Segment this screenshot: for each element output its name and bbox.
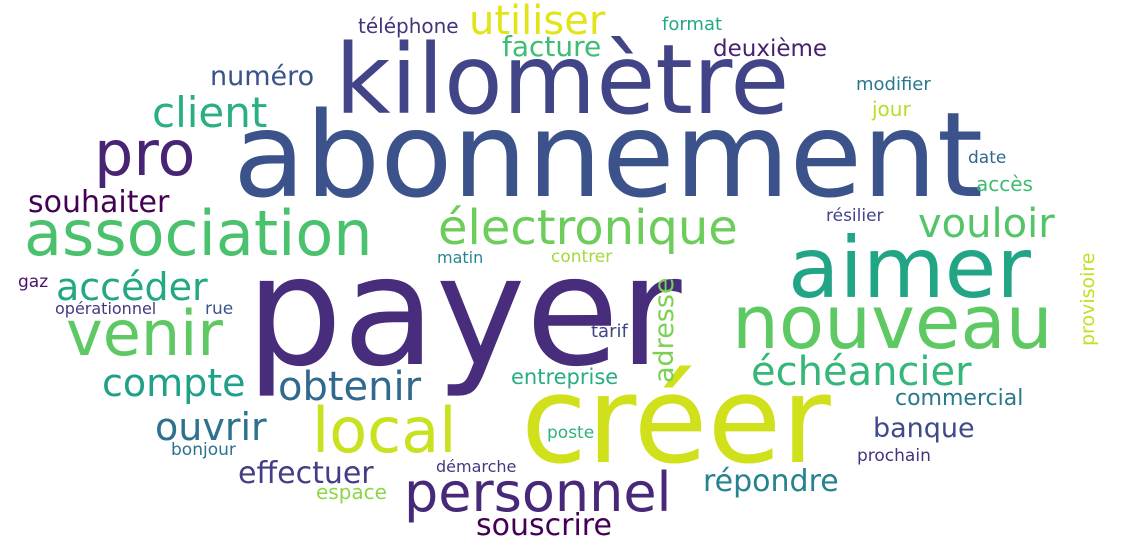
word-abonnement: abonnement <box>233 86 984 224</box>
word-banque: banque <box>873 413 975 444</box>
word-gaz: gaz <box>18 272 49 292</box>
word-modifier: modifier <box>856 74 931 95</box>
word-personnel: personnel <box>404 461 672 524</box>
word-operationnel: opérationnel <box>55 299 157 318</box>
word-entreprise: entreprise <box>511 365 619 389</box>
word-nouveau: nouveau <box>732 280 1053 366</box>
word-date: date <box>968 148 1007 168</box>
word-souscrire: souscrire <box>476 508 612 543</box>
word-payer: payer <box>246 223 682 400</box>
word-resilier: résilier <box>826 206 884 226</box>
word-telephone: téléphone <box>358 14 459 38</box>
word-provisoire: provisoire <box>1077 252 1099 347</box>
word-effectuer: effectuer <box>238 456 374 491</box>
word-local: local <box>312 394 457 467</box>
word-client: client <box>152 88 268 137</box>
word-creer: créer <box>521 352 831 491</box>
word-adresse: adresse <box>649 277 680 383</box>
word-format: format <box>662 14 723 35</box>
word-facture: facture <box>502 30 602 63</box>
word-compte: compte <box>102 361 246 405</box>
word-kilometre: kilomètre <box>335 24 790 136</box>
word-acces: accès <box>976 172 1033 196</box>
word-vouloir: vouloir <box>918 201 1055 247</box>
word-rue: rue <box>205 299 234 319</box>
word-contrer: contrer <box>551 247 613 267</box>
word-echeancier: échéancier <box>751 349 972 395</box>
word-espace: espace <box>316 480 387 504</box>
word-jour: jour <box>872 97 911 121</box>
word-venir: venir <box>66 297 223 370</box>
word-deuxieme: deuxième <box>713 36 828 62</box>
word-tarif: tarif <box>591 321 628 342</box>
word-pro: pro <box>94 117 196 190</box>
word-association: association <box>24 197 373 270</box>
word-poste: poste <box>547 423 595 443</box>
word-prochain: prochain <box>857 446 931 466</box>
word-repondre: répondre <box>703 464 839 499</box>
word-commercial: commercial <box>895 386 1024 411</box>
word-utiliser: utiliser <box>469 0 606 44</box>
word-demarche: démarche <box>436 457 517 476</box>
word-matin: matin <box>437 248 484 267</box>
word-bonjour: bonjour <box>171 440 236 460</box>
word-ouvrir: ouvrir <box>155 405 267 449</box>
word-numero: numéro <box>210 61 315 92</box>
word-acceder: accéder <box>56 265 208 309</box>
word-electronique: électronique <box>438 200 738 256</box>
word-aimer: aimer <box>788 219 1031 317</box>
word-obtenir: obtenir <box>278 364 422 410</box>
word-souhaiter: souhaiter <box>28 185 170 220</box>
